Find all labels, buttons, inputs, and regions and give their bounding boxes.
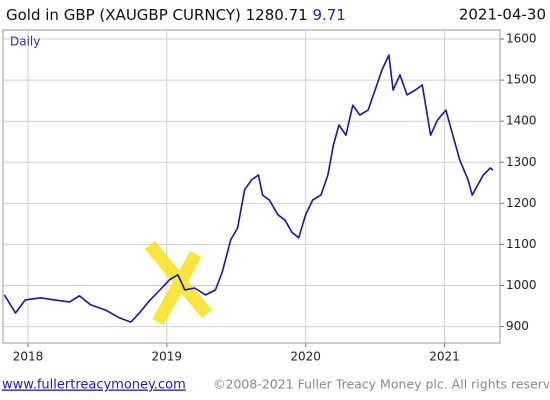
y-tick-label: 1500 [506, 73, 537, 87]
x-tick-label: 2019 [152, 350, 183, 364]
annotation-cross [144, 240, 213, 326]
y-tick-label: 900 [506, 319, 529, 333]
plot-frame [2, 29, 501, 344]
grid: 900 1000 1100 1200 1300 1400 1500 1600 2018 2019 2… [3, 30, 537, 364]
y-tick-label: 1300 [506, 155, 537, 169]
copyright: ©2008-2021 Fuller Treacy Money plc. All … [213, 377, 550, 392]
marks [3, 54, 494, 323]
chart-title: Gold in GBP (XAUGBP CURNCY) 1280.71 9.71 [6, 6, 346, 24]
source-link[interactable]: www.fullertreacymoney.com [2, 378, 186, 393]
change: 9.71 [312, 6, 345, 24]
date: 2021-04-30 [459, 6, 546, 24]
x-tick-label: 2020 [290, 350, 321, 364]
y-tick-label: 1400 [506, 114, 537, 128]
last-price: 1280.71 [246, 6, 308, 24]
y-tick-label: 1600 [506, 32, 537, 46]
y-tick-label: 1000 [506, 278, 537, 292]
title: Gold in GBP (XAUGBP CURNCY) [6, 6, 241, 24]
price-line [3, 54, 494, 323]
x-tick-label: 2018 [13, 350, 44, 364]
y-tick-label: 1200 [506, 196, 537, 210]
frequency-label: Daily [10, 35, 40, 49]
x-tick-label: 2021 [429, 350, 460, 364]
y-tick-label: 1100 [506, 237, 537, 251]
cross-stroke [152, 250, 202, 326]
